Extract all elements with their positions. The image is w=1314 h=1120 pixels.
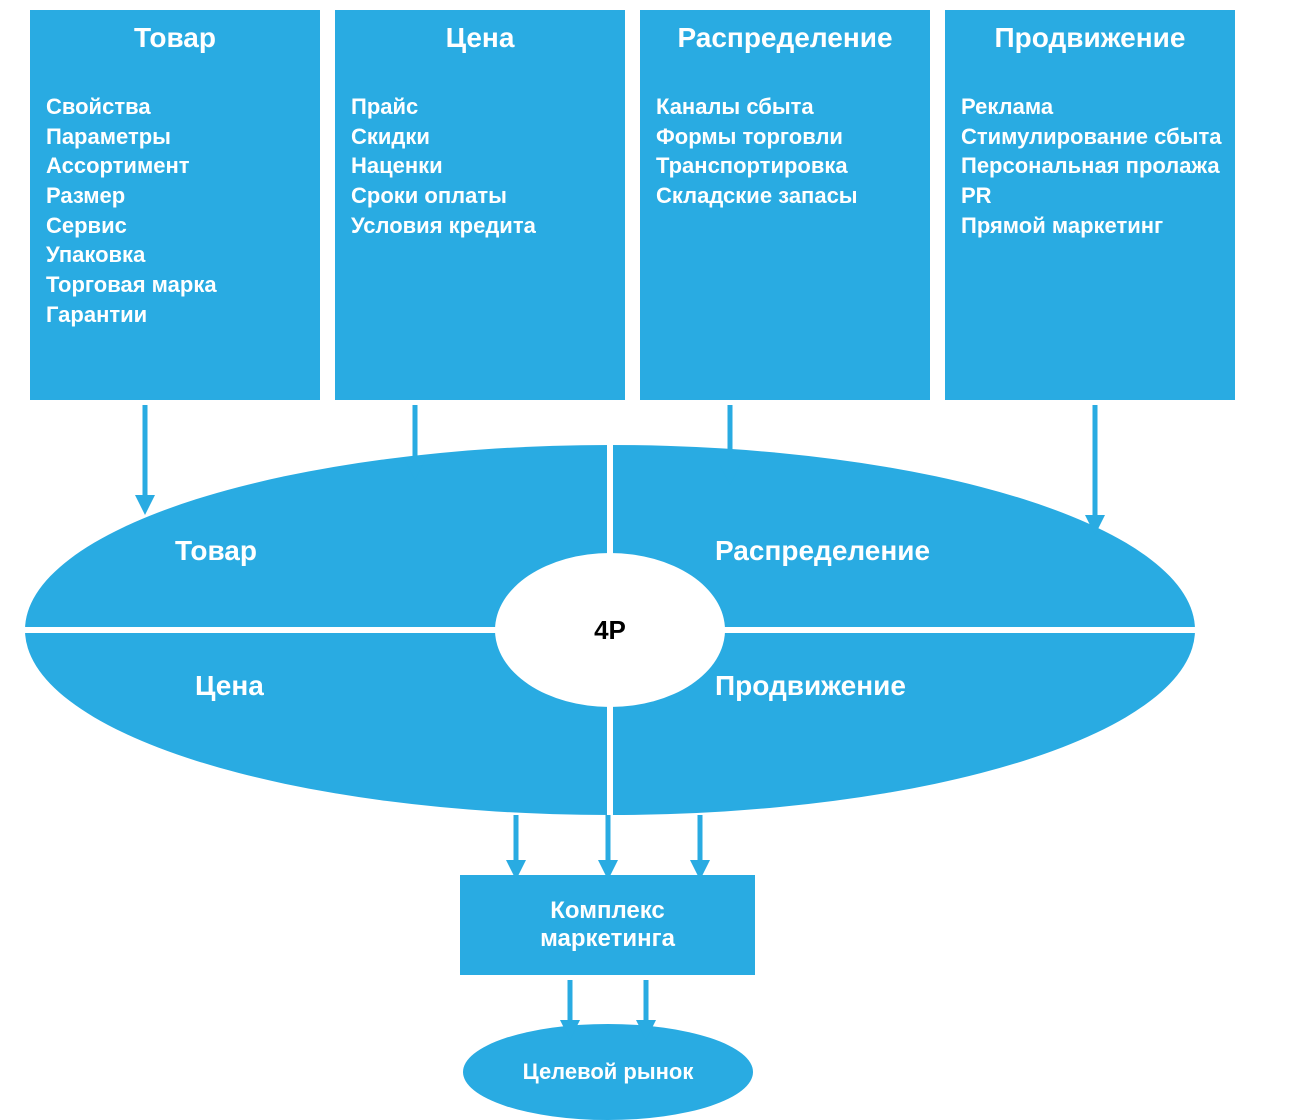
box-item: Прайс xyxy=(351,92,615,122)
box-price-items: ПрайсСкидкиНаценкиСроки оплатыУсловия кр… xyxy=(351,92,615,240)
box-place-items: Каналы сбытаФормы торговлиТранспортировк… xyxy=(656,92,920,211)
box-item: Транспортировка xyxy=(656,151,920,181)
box-place-title: Распределение xyxy=(640,10,930,54)
box-item: Стимулирование сбыта xyxy=(961,122,1225,152)
box-item: Гарантии xyxy=(46,300,310,330)
box-item: Параметры xyxy=(46,122,310,152)
box-item: Формы торговли xyxy=(656,122,920,152)
box-product-title: Товар xyxy=(30,10,320,54)
box-item: Прямой маркетинг xyxy=(961,211,1225,241)
box-item: Торговая марка xyxy=(46,270,310,300)
center-label: 4P xyxy=(594,615,626,646)
box-price-title: Цена xyxy=(335,10,625,54)
target-market-ellipse: Целевой рынок xyxy=(463,1024,753,1120)
box-promotion-title: Продвижение xyxy=(945,10,1235,54)
target-market-label: Целевой рынок xyxy=(523,1059,694,1085)
box-promotion-items: РекламаСтимулирование сбытаПерсональная … xyxy=(961,92,1225,240)
marketing-mix-label: Комплекс маркетинга xyxy=(540,897,675,953)
box-place: Распределение Каналы сбытаФормы торговли… xyxy=(640,10,930,400)
box-item: Складские запасы xyxy=(656,181,920,211)
box-item: Условия кредита xyxy=(351,211,615,241)
box-promotion: Продвижение РекламаСтимулирование сбытаП… xyxy=(945,10,1235,400)
box-item: Сервис xyxy=(46,211,310,241)
box-item: Реклама xyxy=(961,92,1225,122)
quad-label-promotion: Продвижение xyxy=(715,670,906,702)
diagram-canvas: Товар СвойстваПараметрыАссортиментРазмер… xyxy=(0,0,1314,1120)
box-item: Свойства xyxy=(46,92,310,122)
quad-label-product: Товар xyxy=(175,535,257,567)
box-product: Товар СвойстваПараметрыАссортиментРазмер… xyxy=(30,10,320,400)
box-item: Упаковка xyxy=(46,240,310,270)
box-item: Каналы сбыта xyxy=(656,92,920,122)
box-item: Персональная пролажа xyxy=(961,151,1225,181)
box-item: Размер xyxy=(46,181,310,211)
box-item: Наценки xyxy=(351,151,615,181)
box-item: Сроки оплаты xyxy=(351,181,615,211)
box-item: PR xyxy=(961,181,1225,211)
ellipse-center: 4P xyxy=(495,553,725,707)
quad-label-place: Распределение xyxy=(715,535,930,567)
box-item: Ассортимент xyxy=(46,151,310,181)
box-price: Цена ПрайсСкидкиНаценкиСроки оплатыУслов… xyxy=(335,10,625,400)
box-product-items: СвойстваПараметрыАссортиментРазмерСервис… xyxy=(46,92,310,330)
box-item: Скидки xyxy=(351,122,615,152)
quad-label-price: Цена xyxy=(195,670,264,702)
marketing-mix-box: Комплекс маркетинга xyxy=(460,875,755,975)
